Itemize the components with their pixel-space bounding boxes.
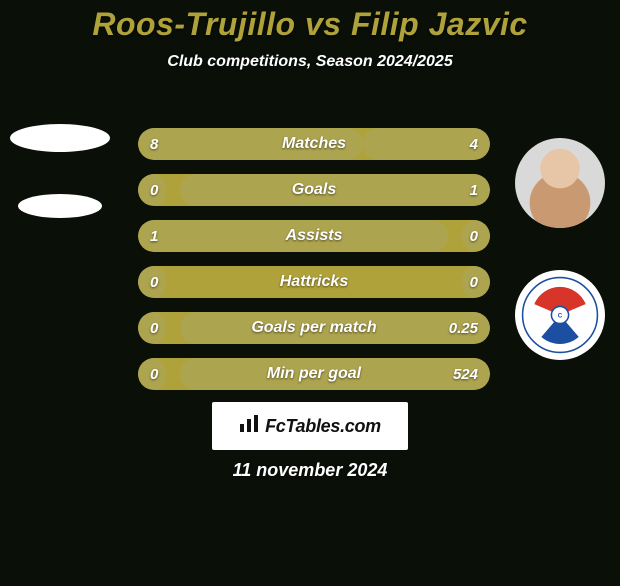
comparison-subtitle: Club competitions, Season 2024/2025 bbox=[0, 53, 620, 71]
stat-row: 01Goals bbox=[138, 174, 490, 206]
stat-bar-track bbox=[138, 266, 490, 298]
left-club-logo-placeholder bbox=[18, 194, 102, 218]
stat-bar-fill-right bbox=[363, 128, 490, 160]
stat-bar-fill-right bbox=[180, 174, 490, 206]
comparison-title: Roos-Trujillo vs Filip Jazvic bbox=[0, 6, 620, 43]
left-player-column bbox=[10, 124, 110, 218]
stat-bar-fill-right bbox=[180, 358, 490, 390]
face-placeholder-icon bbox=[515, 138, 605, 228]
left-player-photo-placeholder bbox=[10, 124, 110, 152]
watermark-text: FcTables.com bbox=[265, 416, 381, 437]
stat-row: 0524Min per goal bbox=[138, 358, 490, 390]
chart-bars-icon bbox=[239, 415, 259, 438]
stat-bar-fill-left bbox=[138, 358, 166, 390]
svg-text:C: C bbox=[558, 312, 563, 319]
stat-bar-fill-right bbox=[180, 312, 490, 344]
stat-row: 00.25Goals per match bbox=[138, 312, 490, 344]
stat-row: 10Assists bbox=[138, 220, 490, 252]
right-player-photo bbox=[515, 138, 605, 228]
stat-bars-container: 84Matches 01Goals 10Assists 00Hattricks 00.2… bbox=[138, 128, 490, 390]
stat-bar-fill-left bbox=[138, 174, 166, 206]
snapshot-date: 11 november 2024 bbox=[0, 460, 620, 481]
stat-bar-fill-left bbox=[138, 128, 363, 160]
club-crest-icon: C bbox=[521, 276, 599, 354]
stat-bar-fill-right bbox=[462, 220, 490, 252]
stat-row: 84Matches bbox=[138, 128, 490, 160]
stat-bar-fill-right bbox=[462, 266, 490, 298]
stat-bar-fill-left bbox=[138, 312, 166, 344]
stat-row: 00Hattricks bbox=[138, 266, 490, 298]
right-club-logo: C bbox=[515, 270, 605, 360]
right-player-column: C bbox=[510, 138, 610, 360]
stat-bar-fill-left bbox=[138, 266, 166, 298]
stat-bar-fill-left bbox=[138, 220, 448, 252]
source-watermark: FcTables.com bbox=[212, 402, 408, 450]
